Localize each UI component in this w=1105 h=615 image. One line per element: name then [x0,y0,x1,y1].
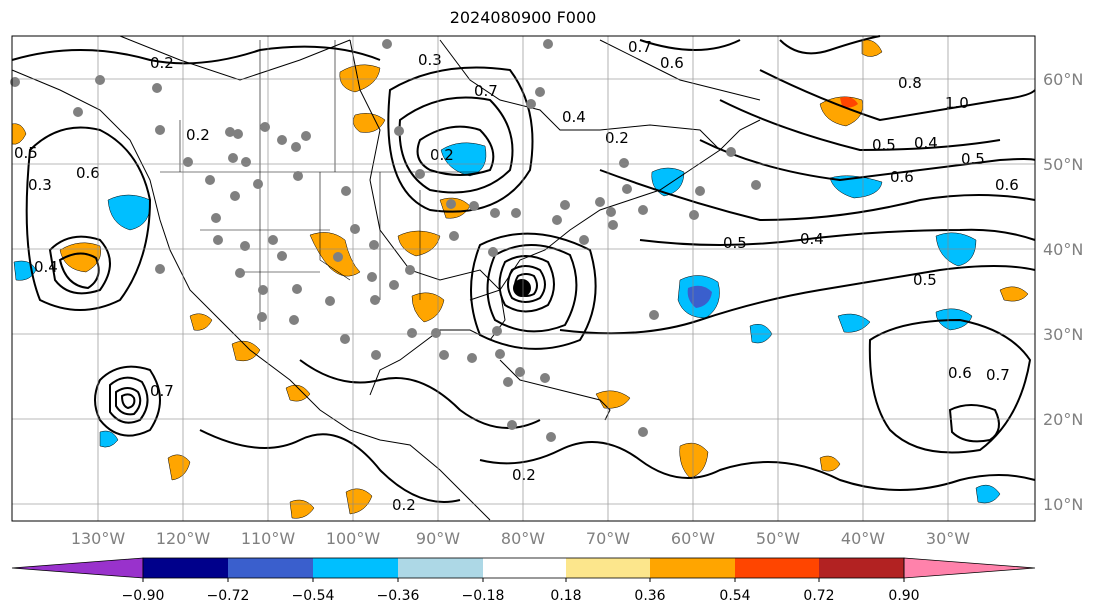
contour-label: 0.6 [995,176,1019,194]
lon-label: 50°W [756,529,800,548]
lat-label: 30°N [1043,325,1083,344]
colorbar-tick-label: −0.18 [462,588,505,604]
contour-label: 0.2 [430,146,454,164]
lon-label: 110°W [241,529,296,548]
contour-label: 1.0 [945,94,969,112]
lat-label: 10°N [1043,495,1083,514]
contour-label: 0.7 [986,366,1010,384]
contour-label: 0.8 [898,74,922,92]
contour-label: 0.2 [605,129,629,147]
contour-label: 0.4 [562,108,586,126]
political-boundaries [160,40,480,330]
contour-label: 0.5 [913,271,937,289]
contour-label: 0.6 [890,168,914,186]
lon-label: 30°W [926,529,970,548]
colorbar-tick-label: 0.18 [550,588,581,604]
map-title: 2024080900 F000 [449,8,597,27]
lon-label: 70°W [586,529,630,548]
lat-label: 60°N [1043,70,1083,89]
lon-label: 60°W [671,529,715,548]
lat-label: 50°N [1043,155,1083,174]
contour-label: 0.7 [474,82,498,100]
contour-label: 0.6 [660,54,684,72]
contour-label: 0.5 [872,136,896,154]
colorbar-segment [398,558,483,578]
contour-label: 0.2 [186,126,210,144]
colorbar-segment [819,558,904,578]
contour-label: 0.3 [418,51,442,69]
map-panel: 0.2 0.3 0.7 0.4 0.2 0.6 0.8 1.0 0.7 0.5 … [10,35,1036,522]
contour-label: 0.6 [76,164,100,182]
longitude-labels: 130°W 120°W 110°W 100°W 90°W 80°W 70°W 6… [71,529,970,548]
colorbar-border [142,557,905,579]
colorbar-segment [650,558,735,578]
lat-label: 20°N [1043,410,1083,429]
lon-label: 100°W [326,529,381,548]
contour-label: 0.5 [961,150,985,168]
lon-label: 40°W [841,529,885,548]
shaded-anomaly-patches [11,39,1029,519]
contour-label: 0.7 [628,38,652,56]
storm-center-marker [513,279,531,297]
colorbar-segment [566,558,650,578]
lon-label: 90°W [416,529,460,548]
contour-label: 0.7 [150,382,174,400]
contour-label: 0.4 [34,258,58,276]
lon-label: 80°W [501,529,545,548]
contour-label: 0.2 [512,466,536,484]
contour-label: 0.3 [28,176,52,194]
colorbar-extend-min [11,557,144,579]
colorbar-segment [483,558,566,578]
colorbar-tick-label: −0.90 [122,588,165,604]
colorbar-segment [143,558,228,578]
colorbar-segments [11,557,1036,582]
colorbar-tick-label: 0.90 [888,588,919,604]
contour-label: 0.5 [723,234,747,252]
contour-label: 0.2 [392,496,416,514]
contour-label: 0.6 [948,364,972,382]
colorbar-segment [313,558,398,578]
colorbar-tick-label: −0.36 [377,588,420,604]
contour-value-labels: 0.2 0.3 0.7 0.4 0.2 0.6 0.8 1.0 0.7 0.5 … [14,38,1019,514]
latitude-labels: 60°N 50°N 40°N 30°N 20°N 10°N [1043,70,1083,514]
colorbar-tick-label: 0.36 [634,588,665,604]
lon-label: 130°W [71,529,126,548]
gridlines [12,36,1035,521]
colorbar-tick-label: −0.54 [292,588,335,604]
colorbar: −0.90 −0.72 −0.54 −0.36 −0.18 0.18 0.36 … [11,557,1036,604]
contour-label: 0.4 [914,134,938,152]
contour-label: 0.5 [14,144,38,162]
contour-label: 0.2 [150,54,174,72]
colorbar-tick-label: 0.54 [719,588,750,604]
colorbar-tick-label: −0.72 [207,588,250,604]
colorbar-segment [735,558,819,578]
colorbar-tick-label: 0.72 [803,588,834,604]
colorbar-extend-max [903,557,1036,579]
colorbar-ticks: −0.90 −0.72 −0.54 −0.36 −0.18 0.18 0.36 … [122,588,920,604]
lon-label: 120°W [156,529,211,548]
map-border [11,35,1036,522]
lat-label: 40°N [1043,240,1083,259]
station-markers [10,39,761,442]
colorbar-segment [228,558,313,578]
contour-label: 0.4 [800,230,824,248]
